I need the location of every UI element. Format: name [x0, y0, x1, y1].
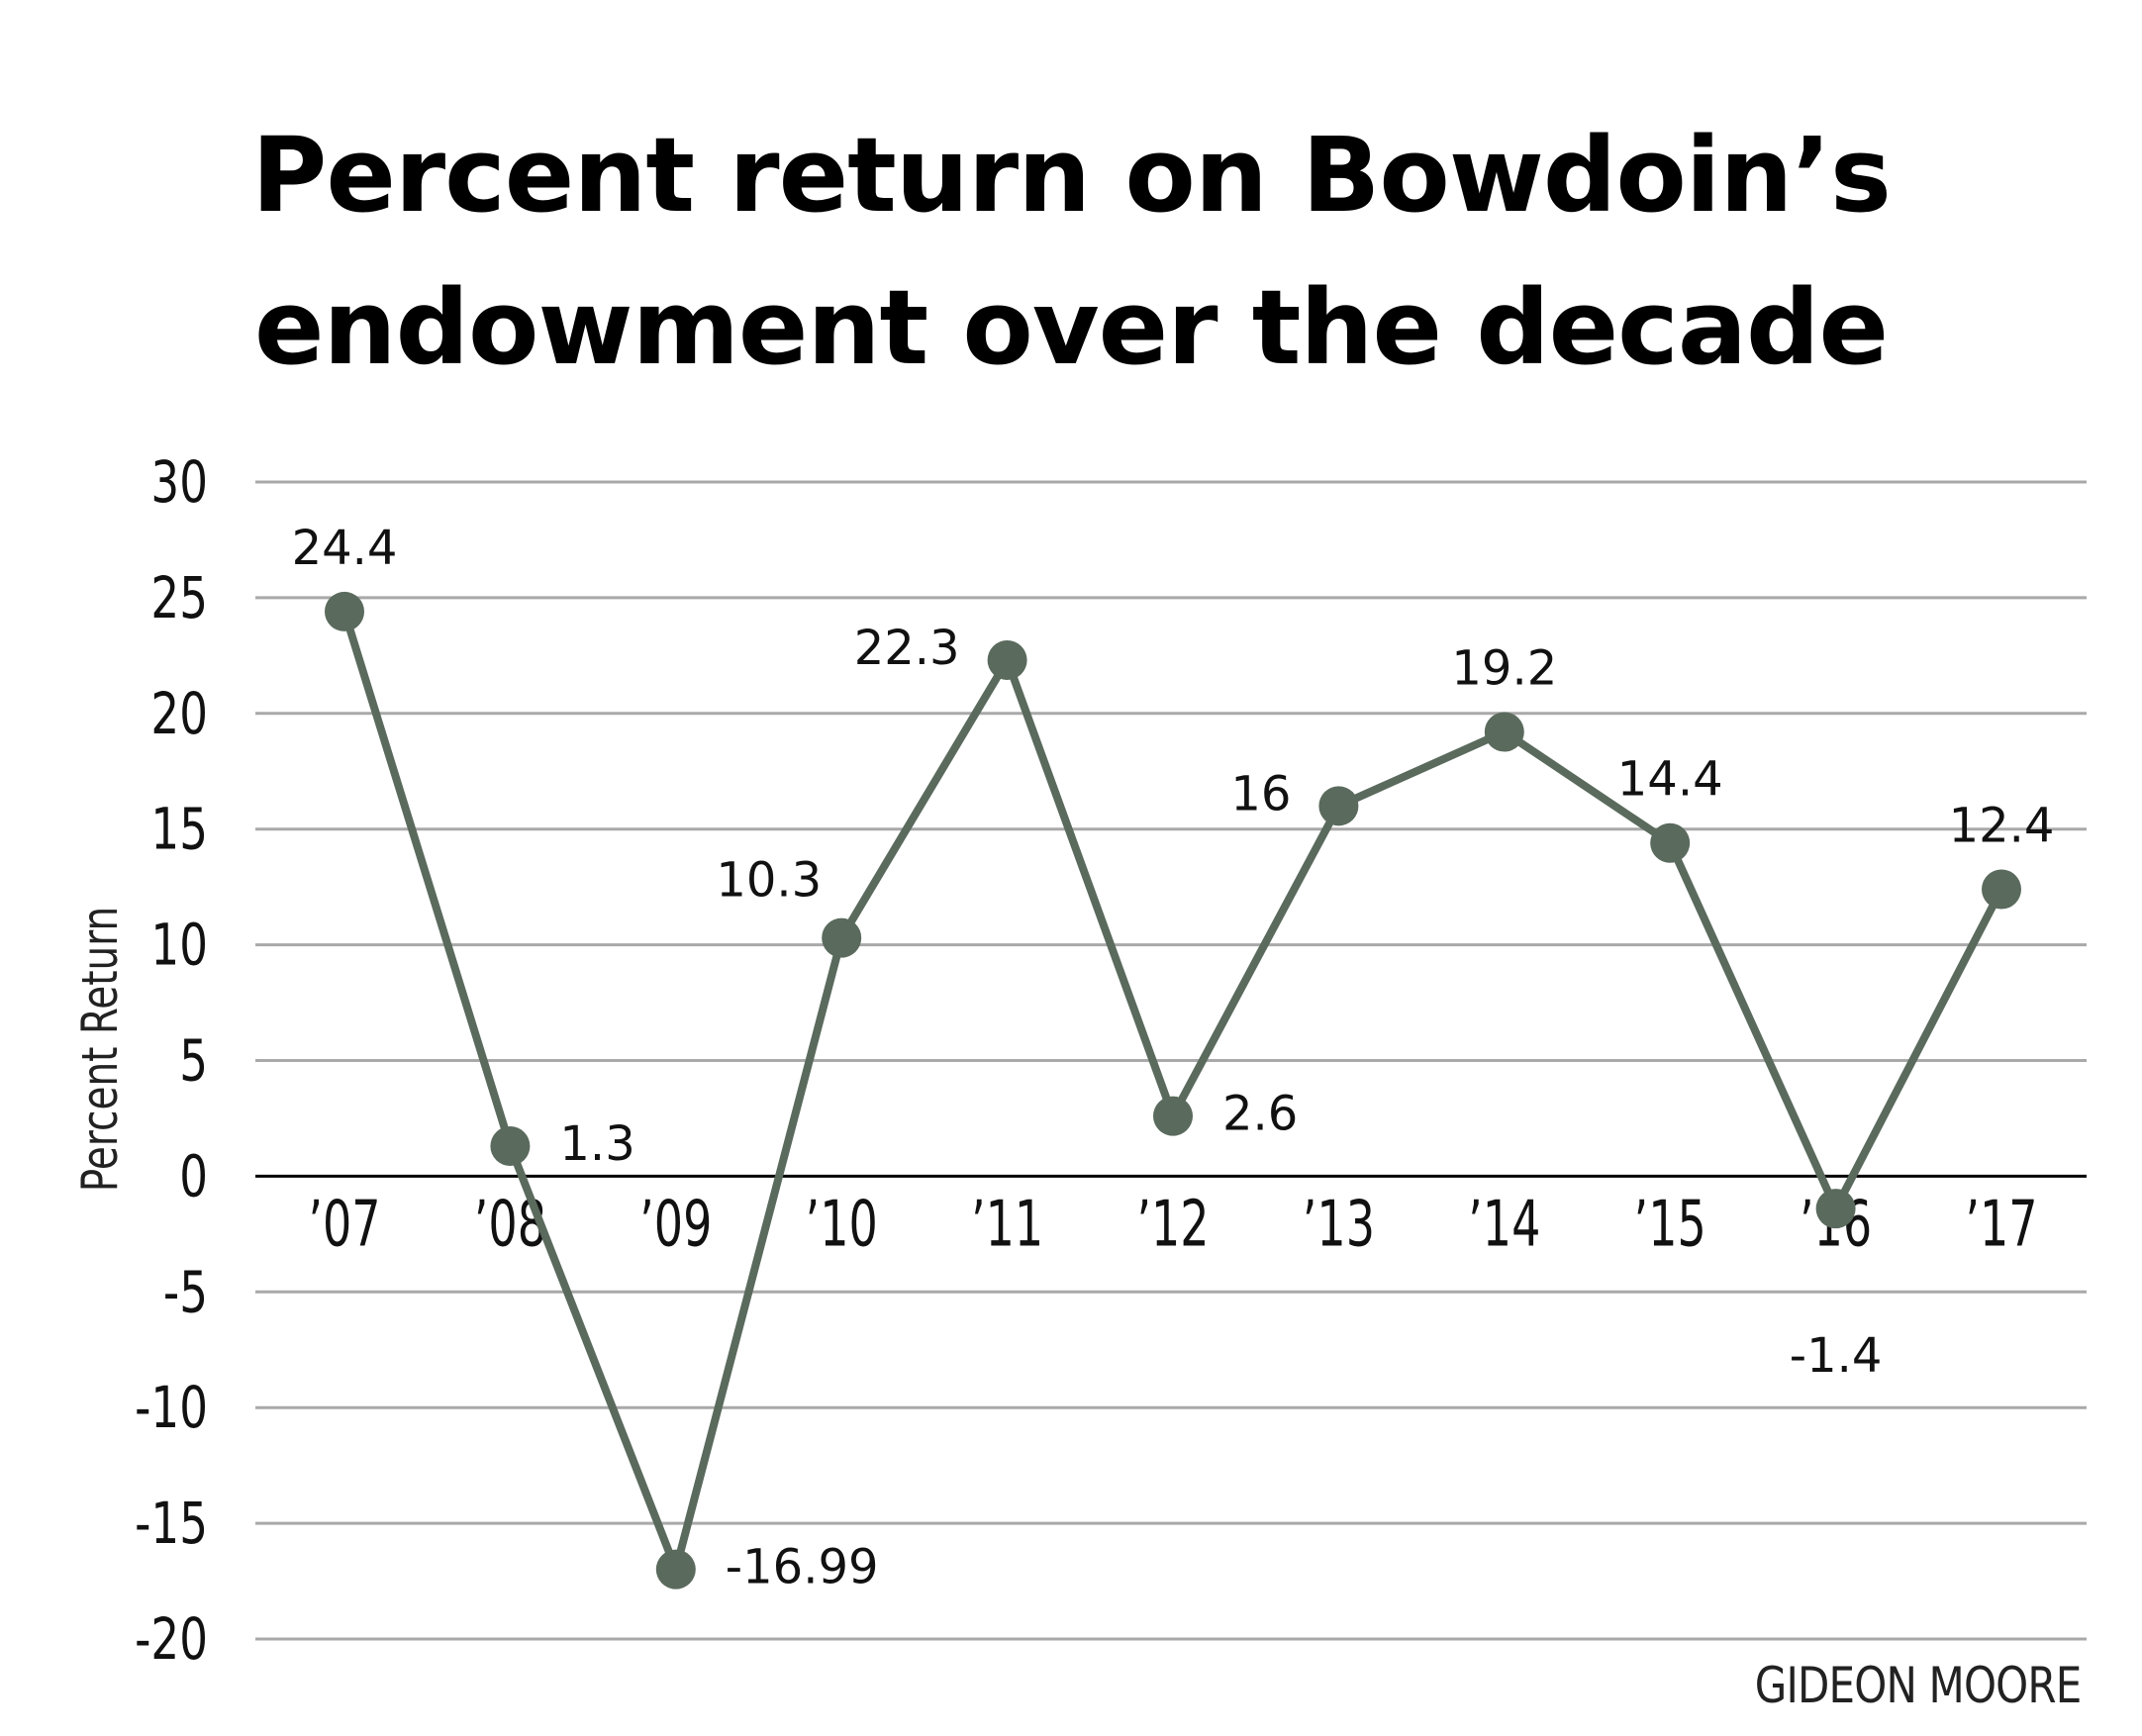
y-axis-ticks: 30 25 20 15 10 5 0 -5 -10 -15 -20 [135, 450, 208, 1674]
y-tick-label: 15 [150, 797, 208, 863]
y-tick-label: -15 [135, 1492, 208, 1558]
data-label: 1.3 [559, 1116, 634, 1172]
data-point [490, 1126, 531, 1167]
gridlines [255, 480, 2087, 1641]
x-tick-label: ’09 [639, 1188, 712, 1262]
x-tick-label: ’08 [474, 1188, 546, 1262]
chart-title-line-2: endowment over the decade [254, 267, 1889, 388]
x-tick-label: ’13 [1303, 1188, 1375, 1262]
data-point [325, 591, 364, 631]
x-tick-label: ’15 [1634, 1188, 1706, 1262]
y-tick-label: 0 [179, 1144, 208, 1210]
x-axis-ticks: ’07’08’09’10’11’12’13’14’15’16’17 [308, 1188, 2037, 1262]
series-line [341, 610, 2005, 1574]
data-label: 24.4 [292, 521, 398, 576]
x-tick-label: ’07 [308, 1188, 380, 1262]
x-tick-label: ’17 [1965, 1188, 2037, 1262]
chart-title: Percent return on Bowdoin’s endowment ov… [0, 99, 2142, 404]
data-point [822, 917, 862, 958]
y-axis-label: Percent Return [70, 907, 129, 1192]
data-label: 14.4 [1617, 752, 1723, 808]
chart-title-line-1: Percent return on Bowdoin’s [251, 115, 1892, 236]
y-tick-label: -20 [135, 1607, 208, 1674]
data-label: 2.6 [1222, 1087, 1298, 1142]
data-point [987, 640, 1027, 681]
y-tick-label: -5 [163, 1260, 208, 1326]
data-label: 12.4 [1949, 798, 2055, 853]
y-tick-label: 30 [150, 450, 208, 517]
data-label: 19.2 [1451, 641, 1557, 697]
data-label: -16.99 [726, 1540, 879, 1595]
data-labels: 24.4 1.3 -16.99 10.3 22.3 2.6 16 19.2 14.4 -1.4 12… [292, 521, 2055, 1595]
data-point [1318, 786, 1359, 826]
data-label: 22.3 [854, 621, 960, 676]
return-series [341, 610, 2005, 1574]
data-label: 16 [1230, 766, 1291, 821]
data-point [1153, 1096, 1193, 1136]
y-tick-label: -10 [135, 1376, 208, 1442]
data-point [1484, 712, 1524, 752]
data-label: 10.3 [716, 853, 822, 909]
data-point [1982, 869, 2021, 910]
x-tick-label: ’10 [806, 1188, 878, 1262]
data-points [325, 591, 2021, 1590]
y-tick-label: 10 [150, 913, 208, 979]
data-point [655, 1549, 696, 1590]
x-tick-label: ’12 [1136, 1188, 1209, 1262]
x-tick-label: ’11 [971, 1188, 1043, 1262]
y-tick-label: 25 [150, 565, 208, 631]
x-tick-label: ’14 [1468, 1188, 1540, 1262]
data-label: -1.4 [1790, 1328, 1883, 1384]
data-point [1650, 822, 1691, 863]
photo-credit: GIDEON MOORE [1754, 1657, 2081, 1714]
y-tick-label: 20 [150, 681, 208, 747]
y-tick-label: 5 [179, 1028, 208, 1095]
data-point [1815, 1189, 1856, 1229]
